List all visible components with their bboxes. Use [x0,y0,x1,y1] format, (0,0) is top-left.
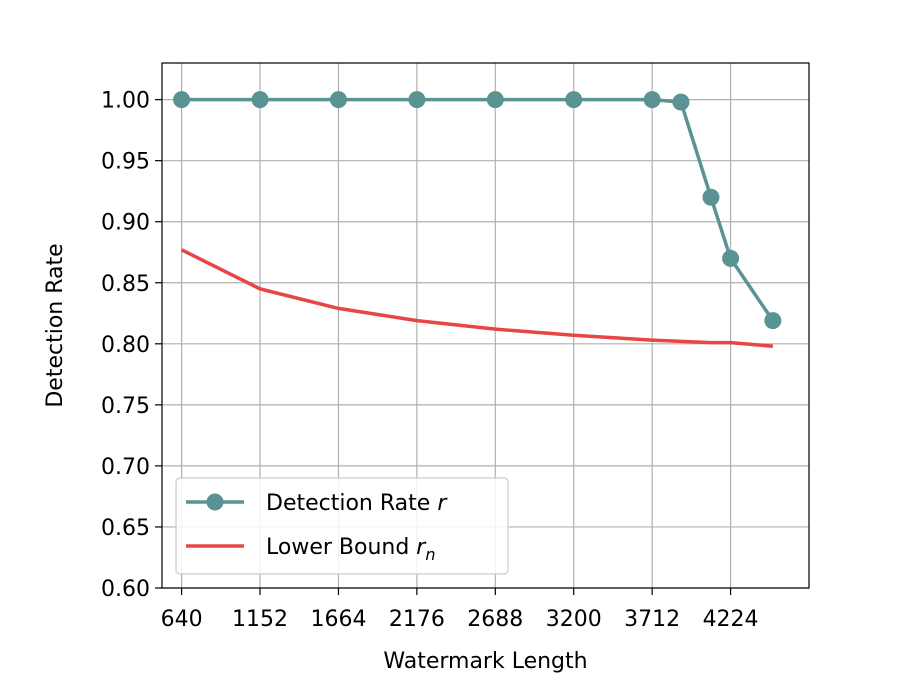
legend-label-1: Lower Bound rn [266,535,435,564]
x-tick-label: 3200 [546,607,602,632]
y-tick-label: 0.70 [101,455,150,480]
y-tick-label: 0.80 [101,333,150,358]
series-0-point [764,312,782,330]
y-tick-label: 0.60 [101,577,150,602]
series-layer [173,91,782,348]
y-tick-label: 0.85 [101,272,150,297]
y-tick-label: 0.90 [101,211,150,236]
series-0-point [672,93,690,111]
series-0-point [329,91,347,109]
series-0-point [702,188,720,206]
legend-label-0: Detection Rate r [266,491,448,516]
x-tick-label: 3712 [624,607,680,632]
series-line-1 [180,248,774,348]
legend: Detection Rate r Lower Bound rn [175,477,509,575]
x-tick-label: 1152 [232,607,288,632]
y-tick-label: 0.75 [101,394,150,419]
y-tick-label: 0.65 [101,516,150,541]
series-0-point [722,249,740,267]
plot-area-frame [161,62,810,589]
x-tick-label: 4224 [703,607,759,632]
series-0-point [643,91,661,109]
y-tick-label: 0.95 [101,150,150,175]
series-0-point [251,91,269,109]
series-0-point [486,91,504,109]
x-tick-label: 2176 [389,607,445,632]
legend-marker-0 [206,493,224,511]
series-0-point [173,91,191,109]
axis-ticks: 640 1152 1664 2176 2688 3200 3712 4224 0.60 0.65 0… [101,89,759,632]
x-tick-label: 2688 [467,607,523,632]
x-tick-label: 640 [161,607,203,632]
x-axis-label: Watermark Length [383,649,587,674]
series-0-point [408,91,426,109]
series-line-0 [181,97,775,322]
x-tick-label: 1664 [310,607,366,632]
y-tick-label: 1.00 [101,89,150,114]
y-axis-label: Detection Rate [43,243,68,407]
series-0-point [565,91,583,109]
legend-box [175,477,509,575]
